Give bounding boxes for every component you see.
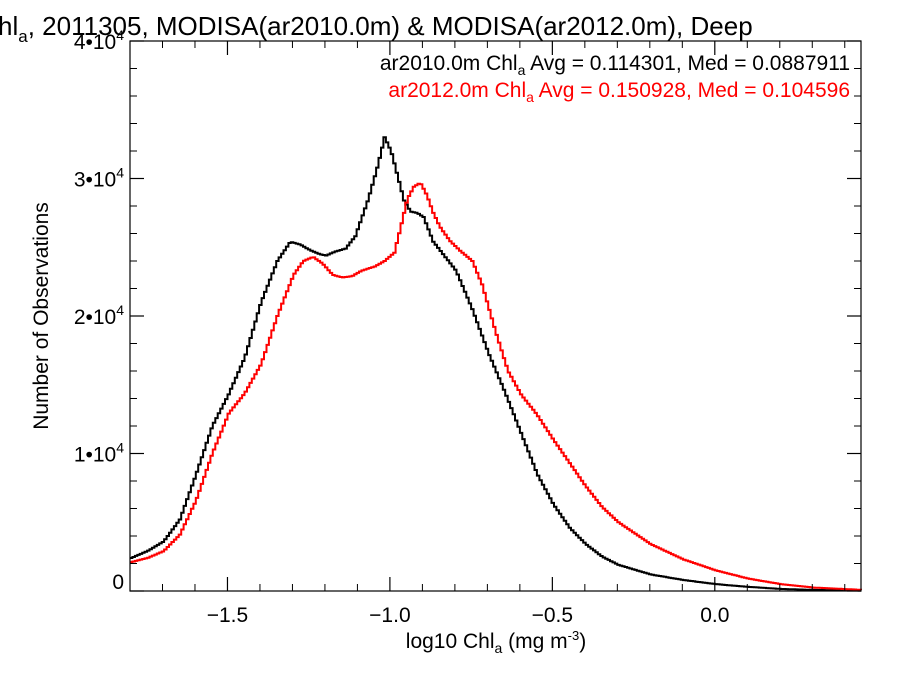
x-axis-label-pre: log10 Chl bbox=[406, 630, 495, 653]
x-axis-ticks: −1.5 −1.0 −0.5 0.0 bbox=[207, 41, 729, 627]
chart-title-lead: hl bbox=[0, 11, 18, 41]
y-tick-label-base: 0 bbox=[112, 571, 124, 594]
legend-entry-ar2012: ar2012.0m Chla Avg = 0.150928, Med = 0.1… bbox=[388, 79, 850, 105]
series-ar2012-histogram bbox=[130, 182, 862, 591]
y-tick-label-base: 4•10 bbox=[74, 31, 116, 54]
legend-entry-ar2010: ar2010.0m Chla Avg = 0.114301, Med = 0.0… bbox=[380, 52, 850, 78]
y-tick-label-exponent: 4 bbox=[116, 165, 124, 181]
y-axis-label: Number of Observations bbox=[30, 202, 53, 430]
legend-ar2010-post: Avg = 0.114301, Med = 0.0887911 bbox=[525, 52, 850, 75]
series-lines bbox=[130, 136, 862, 592]
y-tick-label-exponent: 4 bbox=[116, 302, 124, 318]
x-axis-label-mid: (mg m bbox=[502, 630, 567, 653]
legend-ar2010-subscript: a bbox=[518, 62, 526, 78]
y-tick-label: 2•104 bbox=[74, 302, 124, 329]
x-axis-label-superscript: -3 bbox=[568, 628, 580, 643]
x-axis-label: log10 Chla (mg m-3) bbox=[406, 628, 586, 656]
y-tick-label: 4•104 bbox=[74, 27, 124, 54]
y-tick-label: 3•104 bbox=[74, 165, 124, 192]
legend-ar2012-subscript: a bbox=[526, 89, 534, 105]
x-tick-label: −1.0 bbox=[369, 604, 410, 627]
legend-ar2012-post: Avg = 0.150928, Med = 0.104596 bbox=[534, 79, 850, 102]
minor-ticks bbox=[129, 41, 861, 591]
series-ar2010-histogram bbox=[130, 136, 861, 592]
y-tick-label-exponent: 4 bbox=[116, 27, 124, 43]
y-tick-label: 0 bbox=[112, 571, 124, 594]
chart-title: hla, 2011305, MODISA(ar2010.0m) & MODISA… bbox=[0, 11, 753, 46]
legend-ar2010-pre: ar2010.0m Chl bbox=[380, 52, 518, 75]
x-axis-label-subscript: a bbox=[495, 640, 503, 656]
chart-title-rest: , 2011305, MODISA(ar2010.0m) & MODISA(ar… bbox=[28, 11, 753, 41]
chart-title-lead-subscript: a bbox=[18, 27, 28, 46]
y-tick-label-base: 3•10 bbox=[74, 169, 116, 192]
y-tick-label: 1•104 bbox=[74, 440, 124, 467]
x-axis-label-post: ) bbox=[579, 630, 586, 653]
x-tick-label: 0.0 bbox=[700, 604, 729, 627]
legend: ar2010.0m Chla Avg = 0.114301, Med = 0.0… bbox=[380, 52, 850, 105]
y-tick-label-base: 2•10 bbox=[74, 306, 116, 329]
x-tick-label: −0.5 bbox=[532, 604, 573, 627]
plot-frame bbox=[129, 40, 862, 592]
x-tick-label: −1.5 bbox=[207, 604, 248, 627]
y-tick-label-exponent: 4 bbox=[116, 440, 124, 456]
y-tick-label-base: 1•10 bbox=[74, 444, 116, 467]
legend-ar2012-pre: ar2012.0m Chl bbox=[388, 79, 526, 102]
